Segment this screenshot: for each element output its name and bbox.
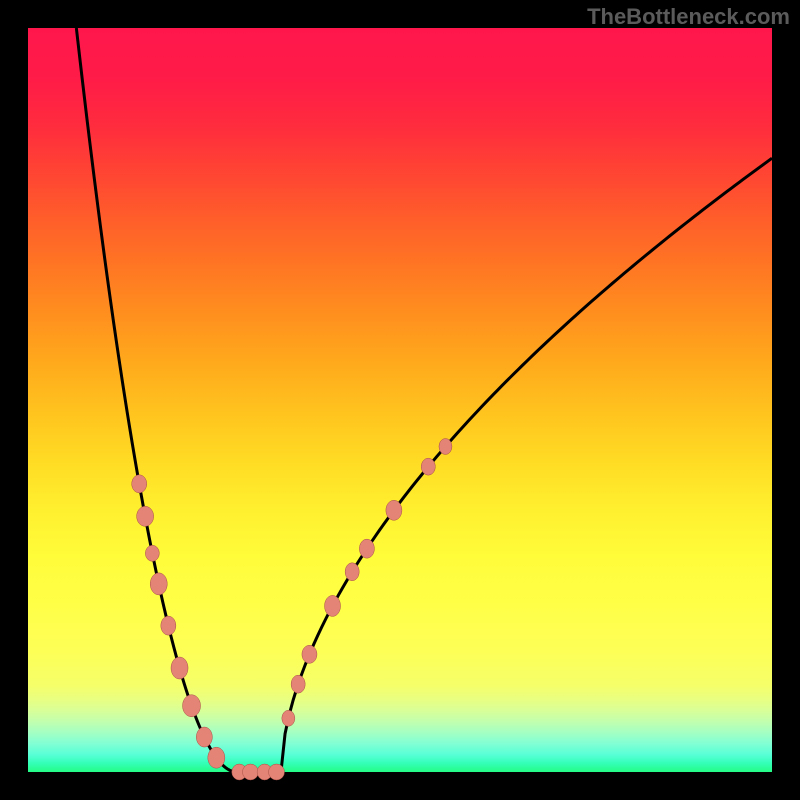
curve-marker bbox=[439, 439, 452, 455]
curve-marker bbox=[386, 500, 402, 520]
curve-marker bbox=[325, 595, 341, 616]
curve-marker bbox=[137, 506, 154, 526]
curve-marker bbox=[145, 545, 159, 561]
bottleneck-curve-chart bbox=[0, 0, 800, 800]
curve-marker bbox=[359, 539, 374, 558]
curve-marker bbox=[302, 645, 317, 663]
curve-marker bbox=[150, 573, 167, 595]
curve-marker bbox=[421, 458, 435, 475]
curve-marker bbox=[161, 616, 176, 635]
curve-marker bbox=[171, 657, 188, 679]
curve-marker bbox=[196, 727, 212, 747]
curve-marker bbox=[282, 710, 295, 726]
curve-marker bbox=[242, 764, 258, 780]
curve-marker bbox=[183, 695, 201, 717]
chart-container: TheBottleneck.com bbox=[0, 0, 800, 800]
curve-marker bbox=[132, 475, 147, 493]
curve-marker bbox=[208, 747, 225, 768]
curve-marker bbox=[269, 764, 285, 780]
curve-marker bbox=[291, 675, 305, 693]
watermark-text: TheBottleneck.com bbox=[587, 4, 790, 30]
curve-marker bbox=[345, 563, 359, 581]
